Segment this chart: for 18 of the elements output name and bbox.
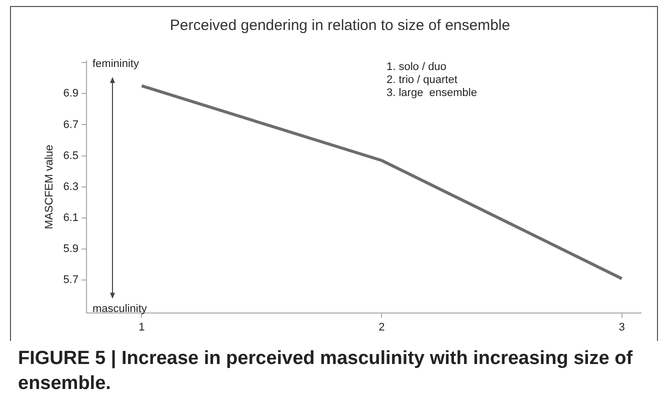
annotation: 3. large ensemble — [386, 87, 477, 100]
y-tick-label: 5.9 — [63, 243, 78, 256]
annotation: 2. trio / quartet — [386, 74, 458, 86]
y-tick-label: 6.7 — [63, 118, 78, 131]
x-tick-label: 2 — [378, 321, 385, 334]
y-tick-label: 6.1 — [63, 212, 78, 224]
annotation: femininity — [92, 58, 140, 70]
y-tick-label: 6.9 — [63, 88, 78, 100]
annotation: 1. solo / duo — [386, 61, 446, 74]
caption: FIGURE 5 | Increase in perceived masculinity with increasing size of ensemble. — [18, 347, 634, 396]
x-tick-label: 1 — [138, 321, 145, 334]
x-tick-label: 3 — [618, 321, 625, 334]
chart-title: Perceived gendering in relation to size of ensemble — [170, 17, 510, 34]
y-tick-label: 6.5 — [63, 150, 78, 162]
y-tick-label: 5.7 — [63, 274, 78, 286]
y-axis-title: MASCFEM value — [44, 144, 56, 230]
y-tick-label: 6.3 — [63, 180, 78, 193]
annotation: masculinity — [92, 302, 148, 315]
